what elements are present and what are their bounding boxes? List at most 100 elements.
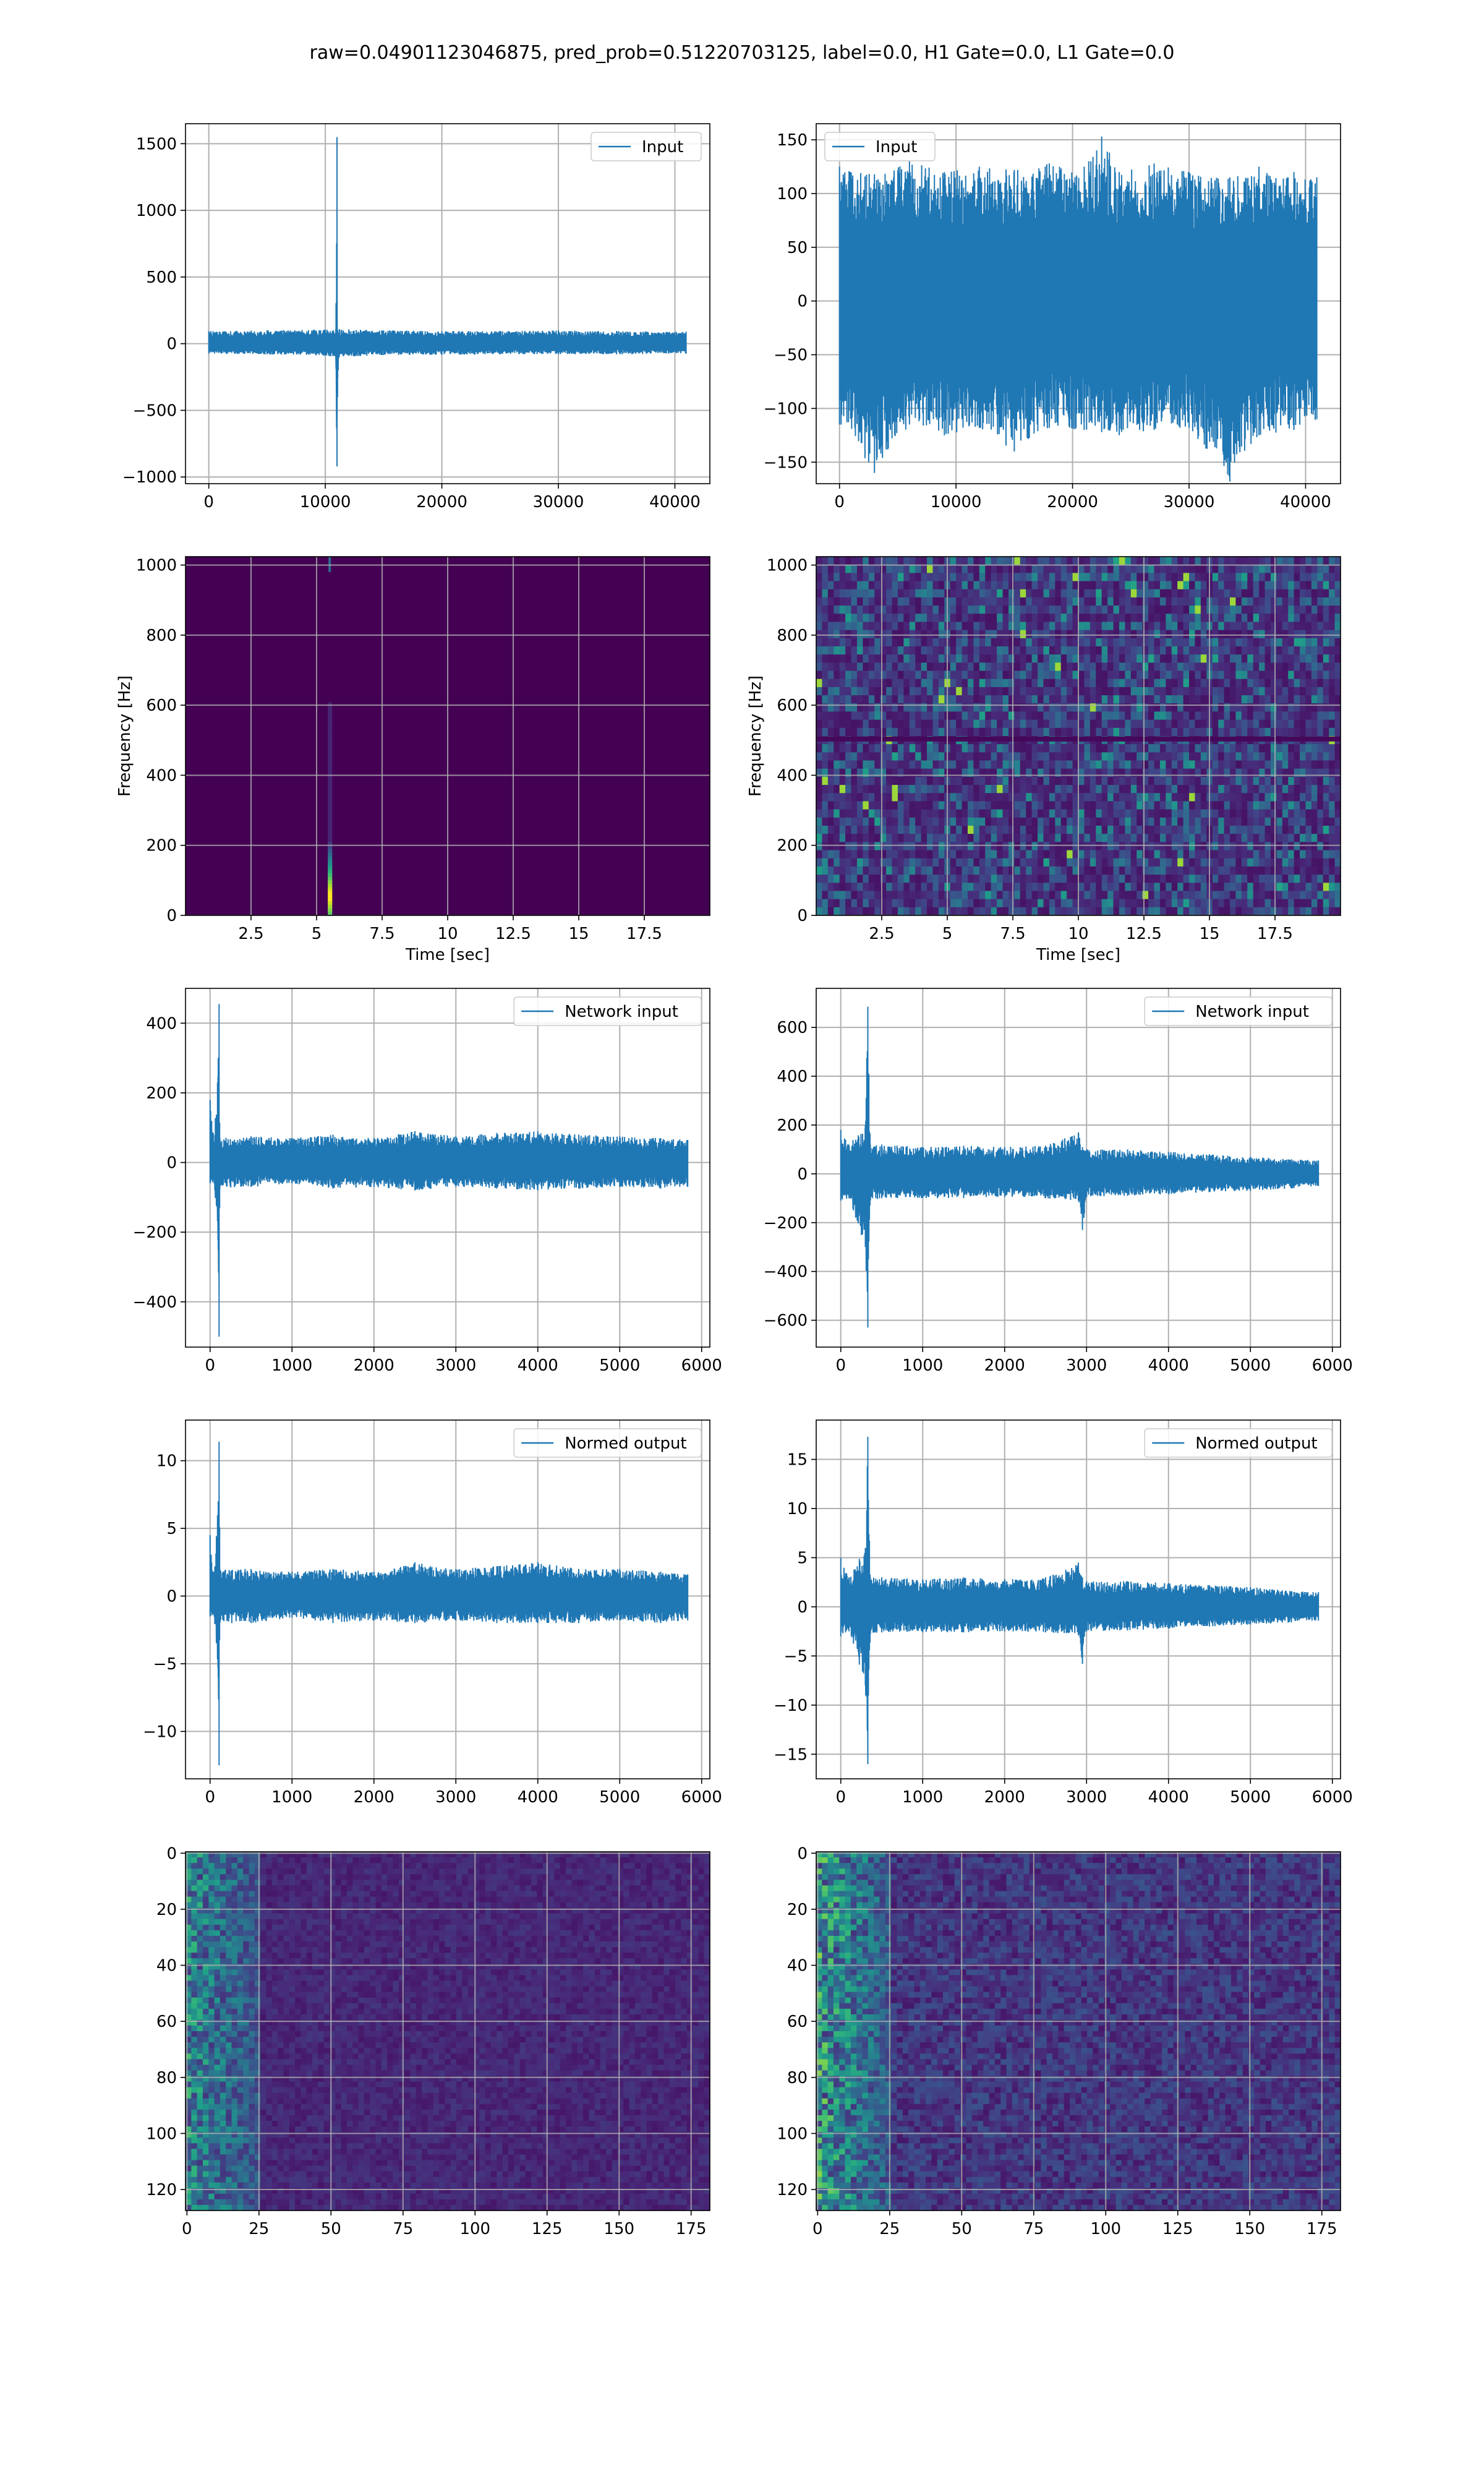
heatmap-cell	[1078, 589, 1085, 598]
heatmap-cell	[1218, 565, 1225, 573]
heatmap-cell	[1195, 727, 1201, 737]
heatmap-cell	[997, 793, 1004, 802]
heatmap-cell	[1305, 826, 1312, 834]
heatmap-cell	[892, 695, 898, 704]
heatmap-cell	[1008, 785, 1015, 794]
heatmap-cell	[1200, 614, 1207, 622]
heatmap-cell	[950, 899, 957, 908]
heatmap-cell	[1055, 875, 1062, 883]
heatmap-cell	[1002, 614, 1009, 622]
heatmap-cell	[1229, 826, 1236, 834]
heatmap-cell	[927, 850, 933, 859]
heatmap-cell	[328, 716, 333, 723]
heatmap-cell	[985, 752, 992, 761]
heatmap-cell	[938, 899, 945, 908]
heatmap-cell	[1026, 670, 1033, 680]
heatmap-cell	[921, 866, 927, 875]
heatmap-cell	[1090, 565, 1096, 573]
heatmap-cell	[364, 1885, 370, 1891]
heatmap-cell	[1148, 817, 1154, 826]
heatmap-cell	[1300, 711, 1306, 721]
heatmap-cell	[834, 752, 840, 761]
heatmap-cell	[1229, 606, 1236, 614]
heatmap-cell	[646, 1880, 653, 1886]
heatmap-cell	[950, 573, 957, 582]
heatmap-cell	[1311, 630, 1318, 639]
heatmap-cell	[1084, 719, 1091, 729]
heatmap-cell	[577, 1868, 584, 1875]
heatmap-cell	[991, 687, 997, 696]
heatmap-cell	[874, 883, 881, 891]
heatmap-cell	[856, 866, 863, 875]
heatmap-cell	[1323, 695, 1329, 704]
heatmap-cell	[985, 907, 992, 916]
heatmap-cell	[1200, 557, 1207, 565]
heatmap-cell	[1136, 875, 1143, 883]
heatmap-cell	[439, 1880, 445, 1886]
heatmap-cell	[1142, 793, 1149, 802]
heatmap-cell	[915, 719, 922, 729]
heatmap-cell	[1323, 630, 1329, 639]
heatmap-cell	[915, 850, 922, 859]
heatmap-cell	[979, 752, 986, 761]
y-tick-label: 400	[146, 766, 177, 785]
heatmap-cell	[514, 1880, 520, 1886]
heatmap-cell	[868, 785, 875, 794]
heatmap-cell	[266, 1880, 273, 1886]
heatmap-cell	[874, 760, 881, 769]
heatmap-cell	[897, 875, 904, 883]
heatmap-cell	[1038, 850, 1044, 859]
heatmap-cell	[886, 662, 892, 672]
heatmap-cell	[880, 606, 887, 614]
heatmap-cell	[1142, 622, 1149, 631]
heatmap-cell	[1171, 630, 1178, 639]
heatmap-cell	[1311, 581, 1318, 590]
heatmap-cell	[1177, 826, 1184, 834]
heatmap-cell	[1294, 606, 1300, 614]
heatmap-cell	[1020, 678, 1026, 688]
heatmap-cell	[328, 860, 333, 867]
heatmap-cell	[1119, 834, 1125, 842]
heatmap-cell	[1159, 768, 1166, 777]
heatmap-cell	[1090, 711, 1096, 721]
heatmap-cell	[1014, 614, 1021, 622]
heatmap-cell	[220, 1857, 226, 1864]
heatmap-cell	[1270, 678, 1277, 688]
heatmap-cell	[915, 785, 922, 794]
heatmap-cell	[1159, 581, 1166, 590]
heatmap-cell	[1218, 801, 1225, 810]
heatmap-cell	[950, 646, 957, 655]
heatmap-cell	[950, 809, 957, 818]
heatmap-cell	[880, 768, 887, 777]
heatmap-cell	[445, 1885, 451, 1891]
heatmap-cell	[329, 1852, 336, 1858]
heatmap-cell	[328, 720, 333, 727]
heatmap-cell	[921, 891, 927, 900]
heatmap-cell	[254, 1874, 261, 1880]
heatmap-cell	[271, 1874, 278, 1880]
heatmap-cell	[1288, 695, 1295, 704]
heatmap-cell	[1026, 785, 1033, 794]
heatmap-cell	[1020, 883, 1026, 891]
heatmap-cell	[874, 907, 881, 916]
heatmap-cell	[328, 804, 333, 811]
heatmap-cell	[834, 646, 840, 655]
heatmap-cell	[1334, 630, 1341, 639]
heatmap-cell	[1101, 678, 1108, 688]
heatmap-cell	[967, 793, 974, 802]
heatmap-cell	[289, 1863, 296, 1869]
heatmap-cell	[1096, 858, 1102, 867]
y-tick-label: 50	[787, 239, 808, 257]
heatmap-cell	[1305, 858, 1312, 867]
heatmap-cell	[1334, 834, 1341, 842]
heatmap-cell	[822, 866, 829, 875]
heatmap-cell	[909, 891, 916, 900]
heatmap-cell	[1067, 646, 1073, 655]
heatmap-cell	[962, 866, 968, 875]
heatmap-cell	[1142, 899, 1149, 908]
heatmap-cell	[1270, 711, 1277, 721]
heatmap-cell	[1323, 801, 1329, 810]
heatmap-cell	[903, 842, 910, 851]
heatmap-cell	[1323, 744, 1329, 753]
heatmap-cell	[191, 1868, 198, 1875]
